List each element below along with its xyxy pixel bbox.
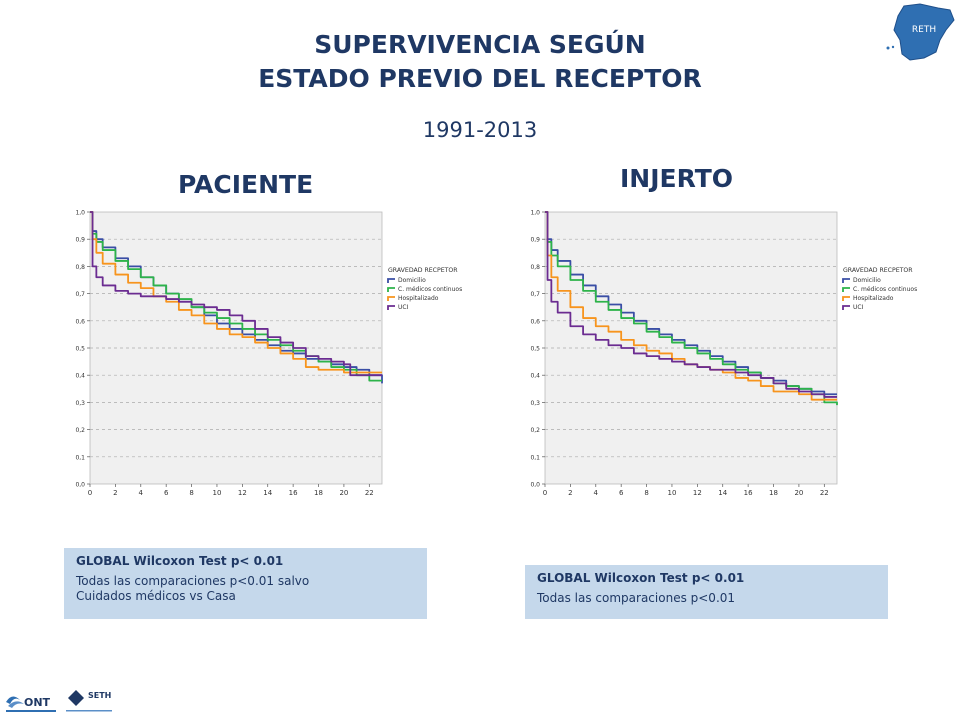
series-line-domicilio xyxy=(545,211,837,396)
page-title-line1: SUPERVIVENCIA SEGÚN xyxy=(314,30,646,59)
x-tick-label: 8 xyxy=(644,489,648,497)
legend-entry: Domicilio xyxy=(398,277,426,284)
ont-swirl-icon xyxy=(8,701,24,708)
seth-emblem-icon xyxy=(68,690,84,706)
chart-paciente: 0,0 0,1 0,2 0,3 0,4 0,5 0,6 0,7 0,8 0,9 1,0 0 2 4 6 8 10… xyxy=(75,210,462,498)
chart-injerto: 0,0 0,1 0,2 0,3 0,4 0,5 0,6 0,7 0,8 0,9 1,0 0 2 4 6 8 10… xyxy=(530,210,917,498)
legend-entry: C. médicos continuos xyxy=(398,286,462,293)
x-tick-label: 22 xyxy=(365,489,374,497)
x-tick-label: 0 xyxy=(543,489,547,497)
legend-swatch xyxy=(842,287,850,292)
y-tick-label: 0,1 xyxy=(530,454,540,461)
stats-line: Cuidados médicos vs Casa xyxy=(76,589,236,603)
x-tick-label: 14 xyxy=(263,489,272,497)
legend-swatch xyxy=(842,305,850,310)
seth-logo-text: SETH xyxy=(88,691,111,700)
series-line-hospitalizado xyxy=(545,211,837,401)
legend-swatch xyxy=(387,305,395,310)
x-tick-label: 18 xyxy=(314,489,323,497)
legend-swatch xyxy=(387,287,395,292)
section-title-paciente: PACIENTE xyxy=(178,170,314,199)
x-tick-label: 16 xyxy=(289,489,298,497)
legend-entry: UCI xyxy=(853,304,864,311)
x-tick-label: 14 xyxy=(718,489,727,497)
y-tick-label: 0,2 xyxy=(75,427,85,434)
ont-swirl-icon xyxy=(6,696,20,704)
x-tick-label: 2 xyxy=(568,489,572,497)
y-tick-label: 0,0 xyxy=(530,482,540,489)
y-tick-label: 0,7 xyxy=(75,291,85,298)
y-tick-label: 0,2 xyxy=(530,427,540,434)
stats-line: Todas las comparaciones p<0.01 xyxy=(537,591,736,605)
x-tick-label: 10 xyxy=(212,489,221,497)
stats-box-injerto: GLOBAL Wilcoxon Test p< 0.01 Todas las c… xyxy=(525,565,888,619)
x-tick-label: 8 xyxy=(189,489,193,497)
y-tick-label: 1,0 xyxy=(75,210,85,217)
y-tick-label: 0,6 xyxy=(530,318,540,325)
y-tick-label: 0,7 xyxy=(530,291,540,298)
legend-entry: Hospitalizado xyxy=(398,295,439,302)
legend-entry: Hospitalizado xyxy=(853,295,894,302)
x-tick-label: 0 xyxy=(88,489,92,497)
stats-heading: GLOBAL Wilcoxon Test p< 0.01 xyxy=(537,571,745,585)
x-tick-label: 12 xyxy=(238,489,247,497)
x-tick-label: 10 xyxy=(667,489,676,497)
y-tick-label: 0,3 xyxy=(75,400,85,407)
series-line-hospitalizado xyxy=(90,211,382,374)
stats-heading: GLOBAL Wilcoxon Test p< 0.01 xyxy=(76,554,284,568)
y-tick-label: 0,0 xyxy=(75,482,85,489)
x-tick-label: 2 xyxy=(113,489,117,497)
year-range: 1991-2013 xyxy=(422,118,538,142)
legend-title: GRAVEDAD RECPETOR xyxy=(843,267,913,274)
x-tick-label: 16 xyxy=(744,489,753,497)
y-tick-label: 0,8 xyxy=(75,264,85,271)
ont-logo-text: ONT xyxy=(24,696,51,709)
y-tick-label: 0,5 xyxy=(75,346,85,353)
y-tick-label: 0,1 xyxy=(75,454,85,461)
ont-underline xyxy=(6,710,56,712)
legend-entry: Domicilio xyxy=(853,277,881,284)
y-tick-label: 0,8 xyxy=(530,264,540,271)
x-tick-label: 6 xyxy=(619,489,624,497)
x-tick-label: 4 xyxy=(139,489,144,497)
series-line-uci xyxy=(545,211,837,398)
ont-logo: ONT xyxy=(6,696,56,712)
map-logo-text: RETH xyxy=(912,25,936,35)
section-title-injerto: INJERTO xyxy=(620,164,734,193)
legend-swatch xyxy=(387,296,395,301)
y-tick-label: 0,4 xyxy=(75,373,85,380)
y-tick-label: 1,0 xyxy=(530,210,540,217)
seth-logo: SETH xyxy=(66,690,112,712)
legend-swatch xyxy=(387,278,395,283)
series-line-uci xyxy=(90,211,382,377)
stats-line: Todas las comparaciones p<0.01 salvo xyxy=(76,574,310,588)
legend-title: GRAVEDAD RECPETOR xyxy=(388,267,458,274)
x-tick-label: 12 xyxy=(693,489,702,497)
spain-map-icon xyxy=(893,3,955,61)
legend-swatch xyxy=(842,296,850,301)
legend-entry: C. médicos continuos xyxy=(853,286,917,293)
y-tick-label: 0,6 xyxy=(75,318,85,325)
x-tick-label: 20 xyxy=(339,489,348,497)
x-tick-label: 18 xyxy=(769,489,778,497)
island-icon xyxy=(891,45,895,49)
x-tick-label: 20 xyxy=(794,489,803,497)
y-tick-label: 0,4 xyxy=(530,373,540,380)
x-tick-label: 4 xyxy=(594,489,599,497)
legend-swatch xyxy=(842,278,850,283)
y-tick-label: 0,9 xyxy=(75,237,85,244)
page-title-line2: ESTADO PREVIO DEL RECEPTOR xyxy=(258,64,702,93)
y-tick-label: 0,5 xyxy=(530,346,540,353)
y-tick-label: 0,3 xyxy=(530,400,540,407)
seth-underline xyxy=(66,710,112,712)
x-tick-label: 6 xyxy=(164,489,169,497)
stats-box-paciente: GLOBAL Wilcoxon Test p< 0.01 Todas las c… xyxy=(64,548,427,619)
reth-map-logo: RETH xyxy=(886,3,955,61)
y-tick-label: 0,9 xyxy=(530,237,540,244)
legend-entry: UCI xyxy=(398,304,409,311)
island-icon xyxy=(886,46,890,50)
x-tick-label: 22 xyxy=(820,489,829,497)
series-line-c-m-dicos-continuos xyxy=(90,211,382,382)
